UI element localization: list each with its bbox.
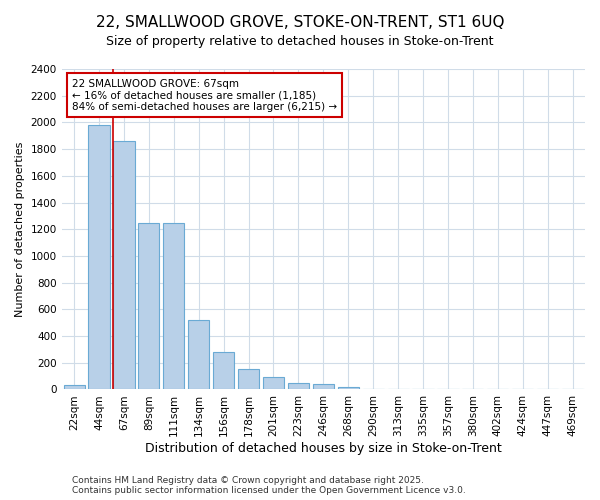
Bar [263,378,284,390]
Bar [163,222,184,390]
Text: Contains HM Land Registry data © Crown copyright and database right 2025.
Contai: Contains HM Land Registry data © Crown c… [72,476,466,495]
Bar [88,125,110,390]
Bar [288,383,309,390]
Bar [313,384,334,390]
Text: 22 SMALLWOOD GROVE: 67sqm
← 16% of detached houses are smaller (1,185)
84% of se: 22 SMALLWOOD GROVE: 67sqm ← 16% of detac… [72,78,337,112]
Bar [213,352,234,390]
Y-axis label: Number of detached properties: Number of detached properties [15,142,25,317]
Bar [238,370,259,390]
Bar [338,387,359,390]
Bar [138,222,160,390]
Bar [188,320,209,390]
Text: 22, SMALLWOOD GROVE, STOKE-ON-TRENT, ST1 6UQ: 22, SMALLWOOD GROVE, STOKE-ON-TRENT, ST1… [96,15,504,30]
Bar [64,386,85,390]
X-axis label: Distribution of detached houses by size in Stoke-on-Trent: Distribution of detached houses by size … [145,442,502,455]
Bar [113,141,134,390]
Text: Size of property relative to detached houses in Stoke-on-Trent: Size of property relative to detached ho… [106,35,494,48]
